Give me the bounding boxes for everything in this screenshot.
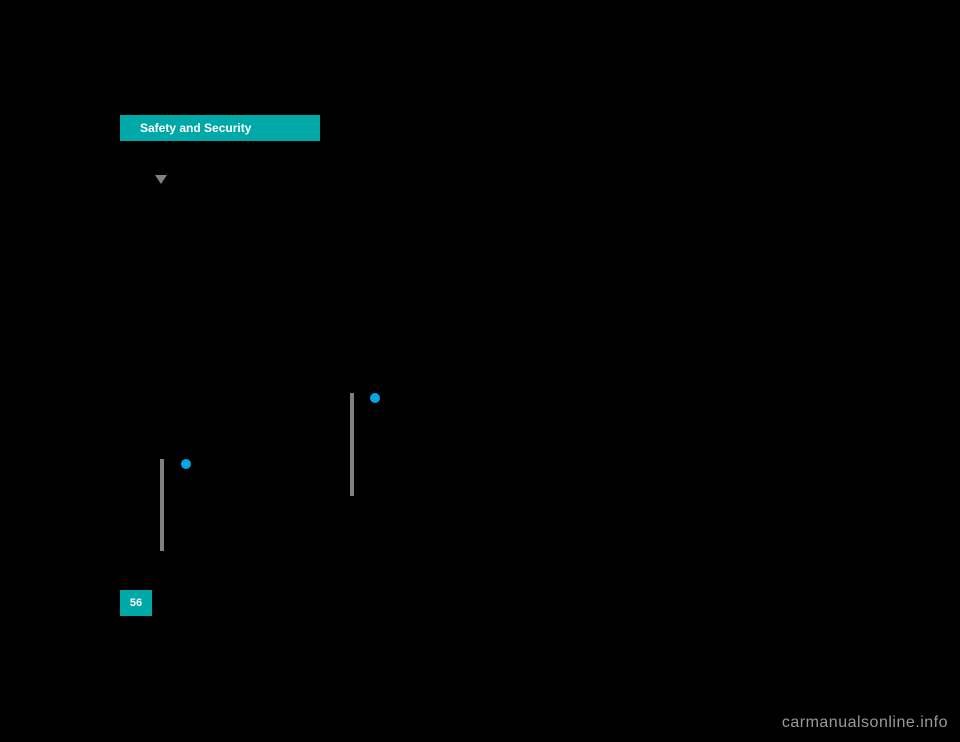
info-bar: [160, 459, 164, 551]
page-number: 56: [130, 597, 142, 609]
info-bullet-icon: [181, 459, 191, 469]
info-bar: [350, 393, 354, 496]
triangle-down-icon: [155, 175, 167, 184]
section-header-label: Safety and Security: [140, 121, 251, 135]
info-bullet-icon: [370, 393, 380, 403]
section-header-tab: Safety and Security: [120, 115, 320, 141]
manual-page: [100, 100, 840, 630]
page-number-badge: 56: [120, 590, 152, 616]
watermark-text: carmanualsonline.info: [782, 714, 948, 732]
